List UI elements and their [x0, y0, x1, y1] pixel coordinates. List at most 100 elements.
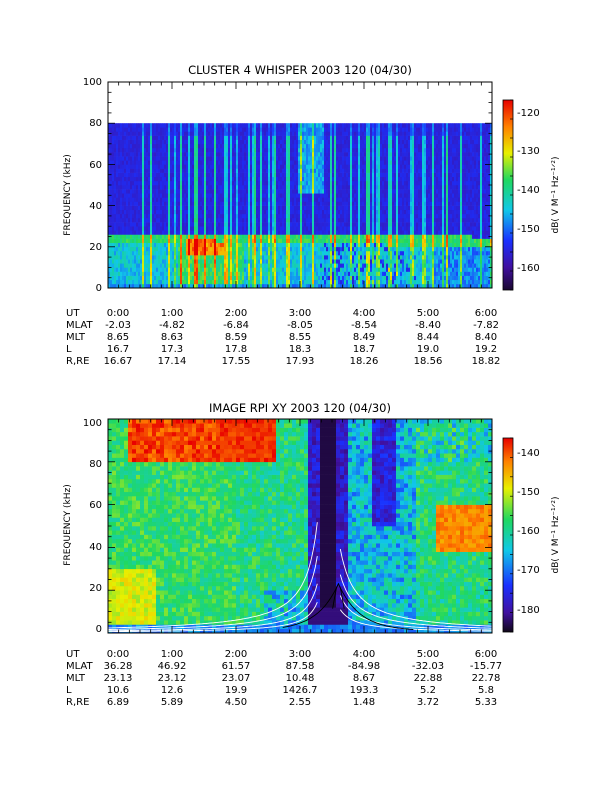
spectrogram-cell [154, 217, 157, 223]
spectrogram-cell [348, 259, 351, 264]
spectrogram-cell [242, 168, 245, 173]
spectrogram-cell [128, 135, 131, 140]
spectrogram-cell [214, 238, 217, 243]
spectrogram-cell [114, 160, 117, 165]
spectrogram-cell [150, 131, 153, 136]
spectrogram-cell [204, 250, 207, 256]
spectrogram-cell [302, 180, 305, 186]
spectrogram-cell [182, 259, 185, 264]
spectrogram-cell [240, 164, 243, 169]
spectrogram-cell [140, 197, 143, 202]
spectrogram-cell [134, 255, 137, 260]
spectrogram-cell [182, 180, 185, 186]
spectrogram-cell [236, 127, 239, 132]
spectrogram-cell [214, 168, 217, 173]
spectrogram-cell [160, 226, 163, 231]
spectrogram-cell [202, 275, 205, 281]
spectrogram-cell [336, 250, 339, 256]
spectrogram-cell [354, 263, 357, 268]
spectrogram-cell [206, 263, 209, 268]
spectrogram-cell [156, 255, 159, 260]
spectrogram-cell [152, 271, 155, 276]
spectrogram-cell [148, 271, 151, 276]
spectrogram-cell [194, 205, 197, 211]
spectrogram-cell [268, 283, 271, 289]
spectrogram-cell [276, 267, 279, 272]
spectrogram-cell [186, 279, 189, 285]
spectrogram-cell [188, 255, 191, 260]
spectrogram-cell [254, 230, 257, 235]
spectrogram-cell [216, 246, 219, 252]
spectrogram-cell [252, 147, 255, 153]
spectrogram-cell [354, 246, 357, 252]
spectrogram-cell [268, 185, 271, 190]
spectrogram-cell [306, 156, 309, 161]
spectrogram-cell [210, 242, 213, 248]
spectrogram-cell [148, 267, 151, 272]
spectrogram-cell [134, 160, 137, 165]
spectrogram-cell [126, 230, 129, 235]
spectrogram-cell [356, 156, 359, 161]
spectrogram-cell [326, 213, 329, 219]
spectrogram-cell [300, 147, 303, 153]
spectrogram-cell [202, 164, 205, 169]
spectrogram-cell [238, 205, 241, 211]
spectrogram-cell [134, 217, 137, 223]
spectrogram-cell [274, 246, 277, 252]
spectrogram-cell [124, 168, 127, 173]
spectrogram-cell [314, 143, 317, 149]
spectrogram-cell [244, 226, 247, 231]
spectrogram-cell [334, 143, 337, 149]
spectrogram-cell [206, 193, 209, 198]
spectrogram-cell [182, 279, 185, 285]
spectrogram-cell [280, 246, 283, 252]
spectrogram-cell [242, 271, 245, 276]
spectrogram-cell [310, 147, 313, 153]
spectrogram-cell [196, 123, 199, 128]
spectrogram-cell [180, 127, 183, 132]
spectrogram-cell [126, 213, 129, 219]
spectrogram-cell [210, 226, 213, 231]
spectrogram-cell [296, 255, 299, 260]
spectrogram-cell [296, 135, 299, 140]
spectrogram-cell [266, 197, 269, 202]
spectrogram-cell [172, 147, 175, 153]
spectrogram-cell [178, 275, 181, 281]
spectrogram-cell [280, 156, 283, 161]
spectrogram-cell [216, 250, 219, 256]
spectrogram-cell [220, 267, 223, 272]
spectrogram-cell [252, 230, 255, 235]
spectrogram-cell [148, 123, 151, 128]
spectrogram-cell [172, 255, 175, 260]
spectrogram-cell [168, 255, 171, 260]
spectrogram-cell [198, 193, 201, 198]
spectrogram-cell [122, 230, 125, 235]
spectrogram-cell [274, 234, 277, 239]
spectrogram-cell [256, 143, 259, 149]
spectrogram-cell [246, 176, 249, 182]
spectrogram-cell [296, 147, 299, 153]
spectrogram-cell [250, 242, 253, 248]
spectrogram-cell [344, 275, 347, 281]
spectrogram-cell [336, 242, 339, 248]
spectrogram-cell [328, 180, 331, 186]
spectrogram-cell [286, 135, 289, 140]
spectrogram-cell [346, 176, 349, 182]
spectrogram-cell [312, 283, 315, 289]
spectrogram-cell [240, 127, 243, 132]
spectrogram-cell [326, 279, 329, 285]
spectrogram-cell [292, 160, 295, 165]
spectrogram-cell [252, 283, 255, 289]
spectrogram-cell [288, 143, 291, 149]
spectrogram-cell [158, 131, 161, 136]
spectrogram-cell [120, 275, 123, 281]
spectrogram-cell [144, 189, 147, 194]
spectrogram-cell [146, 197, 149, 202]
spectrogram-cell [140, 193, 143, 198]
spectrogram-cell [218, 263, 221, 268]
spectrogram-cell [302, 255, 305, 260]
spectrogram-cell [286, 205, 289, 211]
spectrogram-cell [316, 139, 319, 145]
spectrogram-cell [196, 147, 199, 153]
spectrogram-cell [316, 250, 319, 256]
